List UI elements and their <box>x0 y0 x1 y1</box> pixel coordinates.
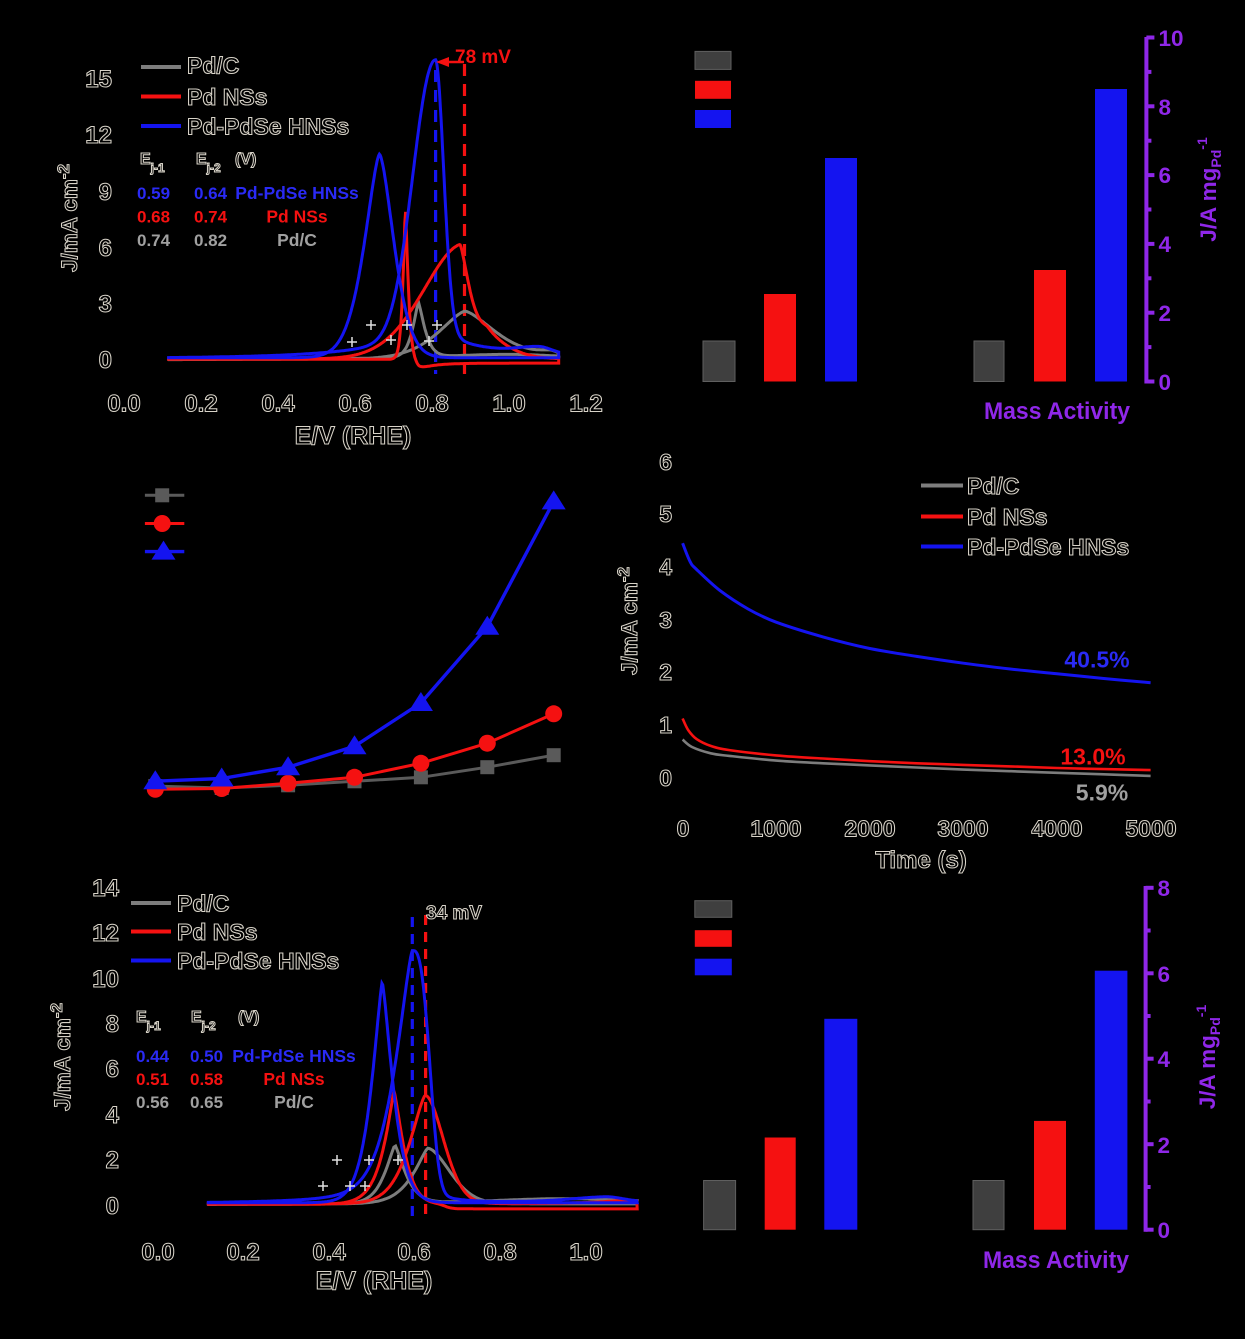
svg-text:6: 6 <box>1159 163 1172 188</box>
svg-text:0.4: 0.4 <box>312 1239 346 1266</box>
svg-text:5000: 5000 <box>1125 816 1176 842</box>
svg-text:Time (s): Time (s) <box>875 847 967 874</box>
svg-text:4: 4 <box>1159 232 1172 257</box>
svg-text:0.56: 0.56 <box>136 1093 169 1112</box>
svg-text:9: 9 <box>99 179 112 206</box>
svg-text:4000: 4000 <box>1031 816 1082 842</box>
svg-text:1.0: 1.0 <box>569 1239 602 1266</box>
svg-text:J/mA cm-2: J/mA cm-2 <box>54 164 82 272</box>
svg-text:Mass Activity: Mass Activity <box>984 398 1130 425</box>
svg-text:5.9%: 5.9% <box>1076 780 1128 806</box>
svg-text:40.5%: 40.5% <box>1064 647 1129 673</box>
svg-text:4: 4 <box>659 554 672 580</box>
svg-text:E/V (RHE): E/V (RHE) <box>316 1267 433 1295</box>
svg-text:0.0: 0.0 <box>141 1239 174 1266</box>
svg-text:0.51: 0.51 <box>136 1070 169 1089</box>
svg-text:0.64: 0.64 <box>194 184 228 203</box>
svg-text:14: 14 <box>92 875 119 902</box>
svg-text:6: 6 <box>1158 962 1171 987</box>
svg-text:Pd/C: Pd/C <box>274 1092 314 1112</box>
svg-text:Pd NSs: Pd NSs <box>177 919 258 945</box>
svg-text:1: 1 <box>659 712 672 738</box>
svg-text:6: 6 <box>99 235 112 262</box>
svg-text:0.59: 0.59 <box>137 184 170 203</box>
svg-text:Pd/C: Pd/C <box>967 473 1019 499</box>
svg-text:8: 8 <box>1159 95 1172 120</box>
svg-text:8: 8 <box>106 1011 119 1038</box>
svg-text:12: 12 <box>85 122 112 149</box>
svg-text:J/mA cm-2: J/mA cm-2 <box>614 567 642 675</box>
svg-text:(V): (V) <box>238 1009 259 1026</box>
svg-text:(V): (V) <box>235 151 256 168</box>
svg-text:Pd-PdSe HNSs: Pd-PdSe HNSs <box>967 534 1129 560</box>
svg-text:3: 3 <box>99 291 112 318</box>
svg-text:4: 4 <box>1158 1047 1171 1072</box>
svg-text:0.8: 0.8 <box>483 1239 516 1266</box>
svg-text:Pd-PdSe HNSs: Pd-PdSe HNSs <box>232 1046 356 1066</box>
svg-text:0: 0 <box>677 816 690 842</box>
svg-text:2: 2 <box>1158 1133 1171 1158</box>
svg-text:1.2: 1.2 <box>569 391 602 418</box>
svg-text:Pd-PdSe HNSs: Pd-PdSe HNSs <box>177 948 339 974</box>
svg-text:Pd-PdSe HNSs: Pd-PdSe HNSs <box>235 183 359 203</box>
svg-text:Pd NSs: Pd NSs <box>187 84 268 110</box>
svg-text:0: 0 <box>1159 370 1172 395</box>
svg-text:0.6: 0.6 <box>338 391 371 418</box>
svg-text:Mass Activity: Mass Activity <box>983 1247 1129 1274</box>
svg-text:Pd/C: Pd/C <box>277 230 317 250</box>
svg-text:0.4: 0.4 <box>261 391 295 418</box>
svg-text:34 mV: 34 mV <box>426 903 482 924</box>
svg-text:2: 2 <box>106 1147 119 1174</box>
svg-text:0: 0 <box>659 765 672 791</box>
svg-text:Pd/C: Pd/C <box>177 891 229 917</box>
svg-text:0.58: 0.58 <box>190 1070 223 1089</box>
svg-text:Pd-PdSe HNSs: Pd-PdSe HNSs <box>187 114 349 140</box>
svg-text:1.0: 1.0 <box>492 391 525 418</box>
svg-text:3000: 3000 <box>937 816 988 842</box>
svg-text:2000: 2000 <box>844 816 895 842</box>
svg-text:J/mA cm-2: J/mA cm-2 <box>47 1003 75 1111</box>
svg-text:6: 6 <box>659 449 672 475</box>
svg-text:0.8: 0.8 <box>415 391 448 418</box>
svg-text:0.2: 0.2 <box>226 1239 259 1266</box>
svg-text:0: 0 <box>99 347 112 374</box>
svg-text:13.0%: 13.0% <box>1060 744 1125 770</box>
svg-text:0.6: 0.6 <box>397 1239 430 1266</box>
svg-text:4: 4 <box>106 1102 120 1129</box>
svg-text:0.2: 0.2 <box>184 391 217 418</box>
svg-text:10: 10 <box>92 966 119 993</box>
svg-text:0.68: 0.68 <box>137 208 170 227</box>
svg-text:0.74: 0.74 <box>194 208 228 227</box>
svg-text:0.82: 0.82 <box>194 231 227 250</box>
svg-text:6: 6 <box>106 1056 119 1083</box>
svg-text:78 mV: 78 mV <box>455 47 511 68</box>
svg-text:3: 3 <box>659 607 672 633</box>
svg-text:2: 2 <box>659 659 672 685</box>
svg-text:0: 0 <box>106 1193 119 1220</box>
svg-text:0.0: 0.0 <box>107 391 140 418</box>
svg-text:1000: 1000 <box>750 816 801 842</box>
svg-text:0.44: 0.44 <box>136 1047 170 1066</box>
svg-text:Pd NSs: Pd NSs <box>263 1069 325 1089</box>
svg-text:Pd NSs: Pd NSs <box>967 504 1048 530</box>
svg-text:5: 5 <box>659 501 672 527</box>
svg-text:2: 2 <box>1159 301 1172 326</box>
svg-text:0.74: 0.74 <box>137 231 171 250</box>
svg-text:0: 0 <box>1158 1218 1171 1243</box>
svg-text:8: 8 <box>1158 876 1171 901</box>
svg-text:0.65: 0.65 <box>190 1093 223 1112</box>
svg-text:0.50: 0.50 <box>190 1047 223 1066</box>
svg-text:Pd/C: Pd/C <box>187 53 239 79</box>
svg-text:Pd NSs: Pd NSs <box>266 207 328 227</box>
svg-text:10: 10 <box>1159 26 1184 51</box>
svg-text:15: 15 <box>85 66 112 93</box>
svg-text:E/V (RHE): E/V (RHE) <box>295 422 412 450</box>
svg-text:12: 12 <box>92 920 119 947</box>
